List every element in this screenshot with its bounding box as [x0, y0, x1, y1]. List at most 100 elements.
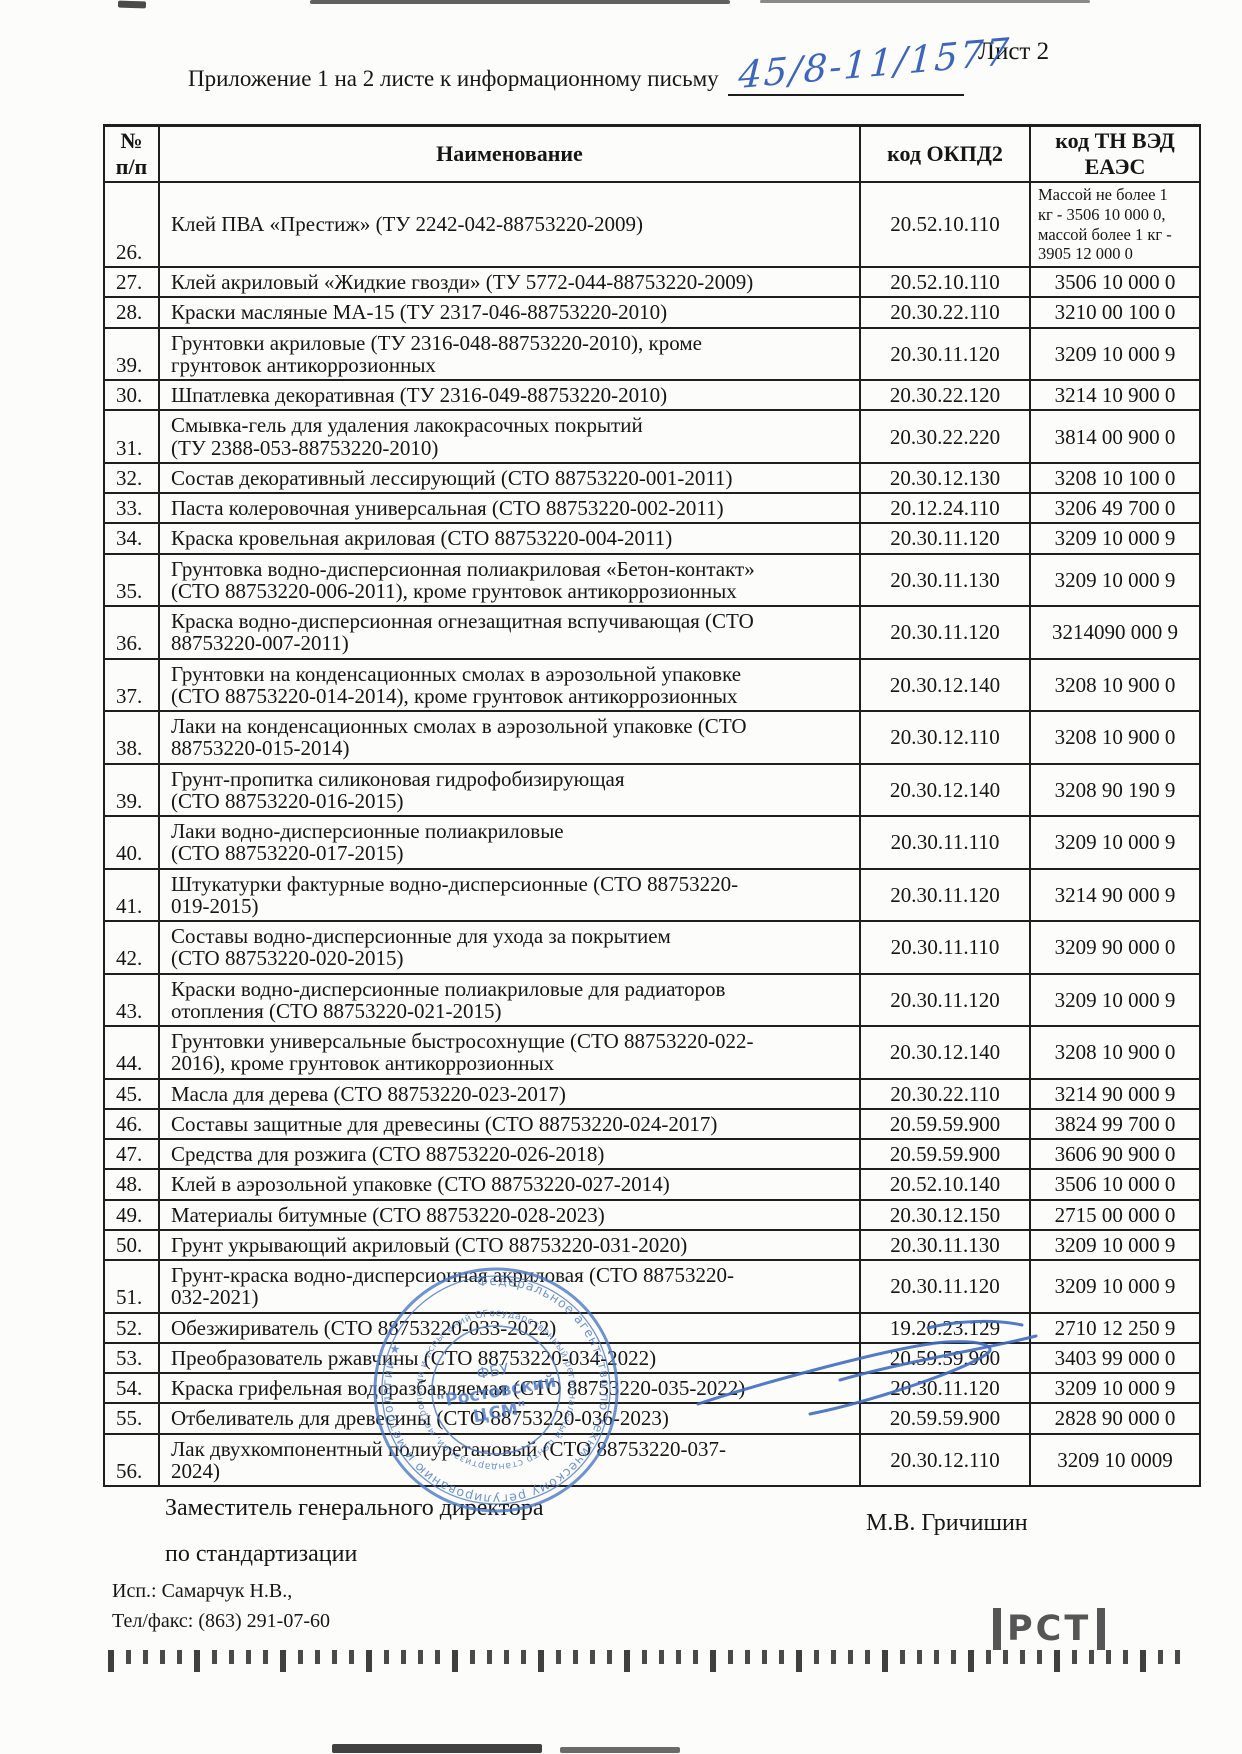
cell-okpd2: 20.30.22.220 [859, 409, 1031, 464]
ruler-tick [796, 1650, 802, 1672]
cell-num: 54. [103, 1372, 160, 1405]
cell-okpd2: 20.30.22.110 [859, 1077, 1031, 1110]
scan-artifact [332, 1744, 542, 1753]
cell-tnved: 3209 10 000 9 [1029, 972, 1201, 1028]
cell-tnved: Массой не более 1 кг - 3506 10 000 0, ма… [1029, 180, 1201, 269]
cell-okpd2: 20.30.12.110 [859, 1432, 1031, 1488]
cell-okpd2: 20.30.12.150 [859, 1198, 1031, 1231]
cell-num: 55. [103, 1402, 160, 1435]
table-row: 43. Краски водно-дисперсионные полиакрило… [103, 972, 1201, 1028]
ruler-strip [108, 1650, 1183, 1676]
ruler-tick [1020, 1650, 1025, 1664]
header-num: № п/п [103, 124, 160, 183]
appendix-title: Приложение 1 на 2 листе к информационном… [188, 66, 719, 91]
cell-num: 33. [103, 492, 160, 525]
ruler-tick [676, 1650, 681, 1664]
cell-okpd2: 20.30.11.120 [859, 605, 1031, 660]
cell-tnved: 3824 99 700 0 [1029, 1107, 1201, 1141]
cell-tnved: 3209 10 000 9 [1029, 552, 1201, 608]
cell-okpd2: 20.30.12.140 [859, 762, 1031, 818]
cell-num: 44. [103, 1025, 160, 1080]
rst-logo: РСТ [993, 1608, 1106, 1650]
scan-artifact [560, 1747, 680, 1753]
cell-tnved: 2715 00 000 0 [1029, 1198, 1201, 1231]
cell-name: Материалы битумные (СТО 88753220-028-202… [158, 1198, 861, 1231]
table-row: 51. Грунт-краска водно-дисперсионная акри… [103, 1259, 1201, 1314]
cell-name: Грунтовки универсальные быстросохнущие (… [158, 1025, 861, 1080]
cell-name: Клей акриловый «Жидкие гвозди» (ТУ 5772-… [158, 266, 861, 299]
signer-title: Заместитель генерального директора по ст… [165, 1495, 544, 1567]
cell-okpd2: 20.30.11.120 [859, 867, 1031, 923]
cell-tnved: 3209 90 000 0 [1029, 920, 1201, 975]
cell-tnved: 2710 12 250 9 [1029, 1311, 1201, 1344]
cell-tnved: 3214 90 000 9 [1029, 867, 1201, 923]
ruler-tick [487, 1650, 492, 1664]
cell-okpd2: 20.30.12.130 [859, 461, 1031, 495]
round-stamp: Федеральное агентство по техническому ре… [348, 1242, 632, 1526]
cell-tnved: 3209 10 000 9 [1029, 815, 1201, 870]
ruler-tick [126, 1650, 131, 1664]
cell-num: 47. [103, 1138, 160, 1171]
cell-tnved: 3506 10 000 0 [1029, 1168, 1201, 1201]
table-row: 47. Средства для розжига (СТО 88753220-02… [103, 1138, 1201, 1171]
ruler-tick [624, 1650, 630, 1672]
table-row: 38. Лаки на конденсационных смолах в аэро… [103, 710, 1201, 765]
cell-num: 38. [103, 710, 160, 765]
ruler-tick [745, 1650, 750, 1664]
ruler-tick [418, 1650, 423, 1664]
cell-num: 42. [103, 920, 160, 975]
table-row: 32. Состав декоративный лессирующий (СТО … [103, 461, 1201, 495]
cell-num: 35. [103, 552, 160, 608]
cell-okpd2: 20.59.59.900 [859, 1107, 1031, 1141]
ruler-tick [315, 1650, 320, 1664]
ruler-tick [212, 1650, 217, 1664]
ruler-tick [384, 1650, 389, 1664]
cell-num: 31. [103, 409, 160, 464]
ruler-tick [521, 1650, 526, 1664]
rst-logo-bar [993, 1608, 1001, 1650]
ruler-tick [1123, 1650, 1128, 1664]
table-row: 30. Шпатлевка декоративная (ТУ 2316-049-8… [103, 379, 1201, 412]
ruler-tick [762, 1650, 767, 1664]
ruler-tick [1089, 1650, 1094, 1664]
ruler-tick [779, 1650, 784, 1664]
cell-name: Преобразователь ржавчины (СТО 88753220-0… [158, 1341, 861, 1375]
ruler-tick [607, 1650, 612, 1664]
cell-okpd2: 20.59.59.900 [859, 1138, 1031, 1171]
table-row: 26. Клей ПВА «Престиж» (ТУ 2242-042-88753… [103, 180, 1201, 269]
cell-name: Клей в аэрозольной упаковке (СТО 8875322… [158, 1168, 861, 1201]
ruler-tick [246, 1650, 251, 1664]
cell-okpd2: 20.12.24.110 [859, 492, 1031, 525]
ruler-tick [934, 1650, 939, 1664]
ruler-tick [263, 1650, 268, 1664]
ruler-tick [298, 1650, 303, 1664]
cell-num: 27. [103, 266, 160, 299]
cell-name: Лаки водно-дисперсионные полиакриловые (… [158, 815, 861, 870]
ruler-tick [659, 1650, 664, 1664]
phone-line: Тел/факс: (863) 291-07-60 [112, 1610, 330, 1632]
cell-name: Составы защитные для древесины (СТО 8875… [158, 1107, 861, 1141]
ruler-tick [401, 1650, 406, 1664]
table-row: 33. Паста колеровочная универсальная (СТО… [103, 492, 1201, 525]
header-name: Наименование [158, 124, 861, 183]
cell-name: Смывка-гель для удаления лакокрасочных п… [158, 409, 861, 464]
table-row: 42. Составы водно-дисперсионные для ухода… [103, 920, 1201, 975]
ruler-tick [590, 1650, 595, 1664]
cell-name: Краска водно-дисперсионная огнезащитная … [158, 605, 861, 660]
cell-num: 34. [103, 522, 160, 555]
ruler-tick [710, 1650, 716, 1672]
cell-name: Средства для розжига (СТО 88753220-026-2… [158, 1138, 861, 1171]
cell-num: 46. [103, 1107, 160, 1141]
table-row: 49. Материалы битумные (СТО 88753220-028-… [103, 1198, 1201, 1231]
table-row: 56. Лак двухкомпонентный полиуретановый (… [103, 1432, 1201, 1488]
ruler-tick [177, 1650, 182, 1664]
cell-okpd2: 20.30.12.140 [859, 1025, 1031, 1080]
table-row: 27. Клей акриловый «Жидкие гвозди» (ТУ 57… [103, 266, 1201, 299]
cell-name: Клей ПВА «Престиж» (ТУ 2242-042-88753220… [158, 180, 861, 269]
cell-tnved: 3209 10 000 9 [1029, 326, 1201, 382]
cell-okpd2: 20.30.11.120 [859, 326, 1031, 382]
ruler-tick [366, 1650, 372, 1672]
cell-tnved: 3208 10 900 0 [1029, 1025, 1201, 1080]
ruler-tick [831, 1650, 836, 1664]
